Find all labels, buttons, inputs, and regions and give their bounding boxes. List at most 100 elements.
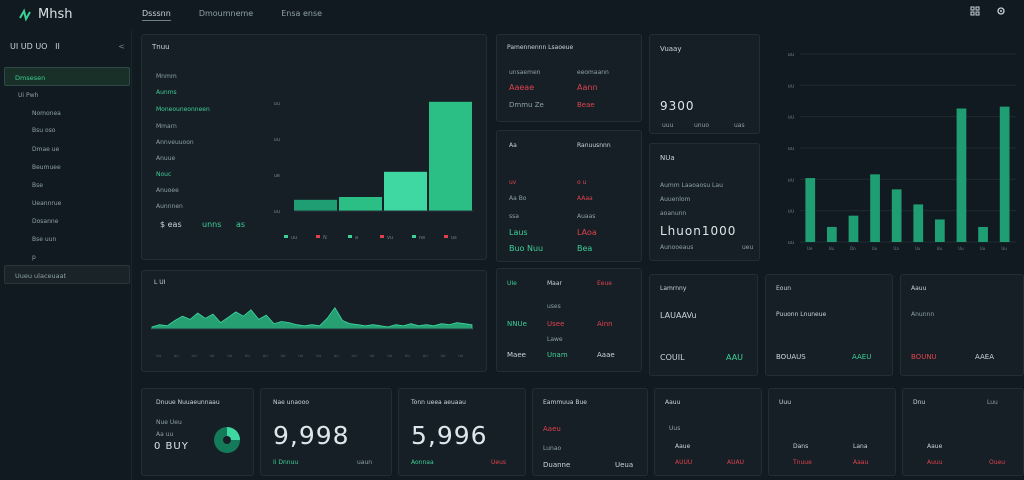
sidebar-item[interactable]: Nomonea (32, 110, 61, 117)
card-value: LAUAAVu (660, 311, 697, 320)
card-label: Ii Dnnuu (273, 459, 299, 466)
x-tick: uu (209, 353, 215, 358)
stats-label: Ranuusnnn (577, 142, 611, 149)
stats-panel-2: Aa Ranuusnnn uv o u Aa Bo AAaa ssa Auaas… (496, 130, 642, 262)
mini-label: uses (547, 303, 561, 310)
sidebar-footer-item[interactable]: Uueu ulaceuaat (4, 265, 130, 284)
x-tick: uu (387, 353, 393, 358)
mini-value: NNUe (507, 320, 527, 328)
card-value: AAEA (975, 353, 994, 361)
bar (870, 174, 880, 242)
tab-3[interactable]: Ensa ense (281, 9, 323, 18)
list-extra: $ eas (160, 220, 182, 229)
metric-title: Vuaay (660, 45, 682, 53)
sidebar-item[interactable]: Bse (32, 182, 43, 189)
metric-row: ueu (742, 244, 754, 251)
bar (429, 101, 472, 211)
card-row: Uus (669, 425, 681, 432)
sidebar-item[interactable]: Ueannrue (32, 200, 62, 207)
bottom-card: Uuu Dans Lana Tnuue Aaau (768, 388, 896, 476)
list-item: Anuoee (156, 187, 179, 194)
card-label: Nue Ueu (156, 419, 182, 426)
x-tick: Uu (937, 246, 943, 251)
grid-icon[interactable] (970, 6, 980, 16)
x-tick: uu (174, 353, 180, 358)
card-row: Luu (987, 399, 998, 406)
card-value: AAEU (852, 353, 872, 361)
area-chart: uu uu uu uu uu uu uu uu uu uu uu uu uu uu uu uu uu uu (151, 306, 473, 358)
list-item: Mnmm (156, 73, 177, 80)
stats-value: Laus (509, 228, 528, 237)
list-item: Mmarn (156, 123, 177, 130)
bottom-card: Dnu Luu Aaue Auuu Oueu (902, 388, 1024, 476)
card-value: BOUAUS (776, 353, 806, 361)
area-panel: L UI uu uu uu uu uu uu uu uu uu uu uu uu uu uu uu uu uu u… (141, 270, 487, 372)
sidebar-item[interactable]: Bsu oso (32, 127, 56, 134)
card-row: Oueu (989, 459, 1006, 466)
y-tick: uu (274, 209, 280, 215)
x-tick: uu (423, 353, 429, 358)
app-logo[interactable]: Mhsh (18, 7, 72, 22)
x-tick: uu (192, 353, 198, 358)
card-title: Aauu (911, 285, 927, 292)
card-title: Eammuua Bue (543, 399, 587, 406)
card-row: Lana (853, 443, 868, 450)
sidebar-item[interactable]: Beumuee (32, 164, 61, 171)
sidebar-item[interactable]: p (32, 254, 36, 261)
list-item: Aunnnen (156, 203, 183, 210)
metric-row: Aunooeaus (660, 244, 694, 251)
card-row: Ueua (615, 461, 634, 469)
card-row: AUUU (675, 459, 693, 466)
stats-label: Dmmu Ze (509, 101, 544, 109)
mini-value: Ainn (597, 320, 613, 328)
mini-value: Usee (547, 320, 565, 328)
top-bar: Mhsh Dsssnn Dmoumneme Ensa ense (0, 0, 1024, 30)
card-value: 5,996 (411, 421, 488, 450)
y-tick: ue (274, 173, 280, 179)
chart-panel: Tnuu Mnmm Aunms Moneouneonneen Mmarn Ann… (141, 34, 487, 260)
tab-2[interactable]: Dmoumneme (198, 9, 254, 18)
card-value: AAU (726, 353, 744, 362)
stat-card: Aauu Anunnn BOUNU AAEA (900, 274, 1024, 376)
sidebar-item[interactable]: Dosanne (32, 218, 59, 225)
metric-value: Lhuon1000 (660, 224, 737, 238)
card-row: Aaau (853, 459, 869, 466)
sidebar: UI UD UO II < Dmsesen Ui Pwh Nomonea Bsu… (0, 30, 132, 480)
y-tick: uu (788, 52, 794, 58)
x-tick: Uu (915, 246, 921, 251)
card-value: 0 BUY (154, 441, 189, 452)
app-name: Mhsh (38, 7, 73, 22)
bar (384, 171, 427, 211)
x-tick: uu (458, 353, 464, 358)
sidebar-item[interactable]: Bse uun (32, 236, 57, 243)
card-title: Nae unaooo (273, 399, 310, 406)
sidebar-item[interactable]: Dmae ue (32, 146, 60, 153)
list-item: Moneouneonneen (156, 106, 210, 113)
tab-1[interactable]: Dsssnn (142, 9, 171, 21)
mini-label: Maar (547, 280, 562, 287)
legend-label: N (323, 235, 327, 241)
legend-swatch (380, 235, 384, 238)
collapse-icon[interactable]: < (118, 42, 125, 51)
sidebar-item-selected[interactable]: Dmsesen (4, 67, 130, 86)
bar (935, 219, 945, 242)
card-label: Aonnaa (411, 459, 434, 466)
card-value: 9,998 (273, 421, 350, 450)
bar (999, 106, 1010, 242)
settings-icon[interactable] (996, 6, 1006, 16)
donut-icon (214, 427, 240, 453)
y-tick: uu (788, 83, 794, 89)
x-tick: Uu (1001, 246, 1007, 251)
y-tick: uu (788, 115, 794, 121)
mini-label: Lawe (547, 336, 563, 343)
bottom-card: Tonn ueea aeuaau 5,996 Aonnaa Ueus (398, 388, 526, 476)
metric-value: 9300 (660, 99, 695, 113)
card-title: Uuu (779, 399, 791, 406)
sidebar-item[interactable]: Ui Pwh (18, 92, 39, 99)
stat-card: Lamrnny LAUAAVu COUIL AAU (649, 274, 758, 376)
legend-swatch (412, 235, 416, 238)
x-tick: uu (263, 353, 269, 358)
stat-card: Eoun Puuonn Lnuneue BOUAUS AAEU (765, 274, 893, 376)
legend-swatch (444, 235, 448, 238)
card-value: COUIL (660, 353, 685, 362)
